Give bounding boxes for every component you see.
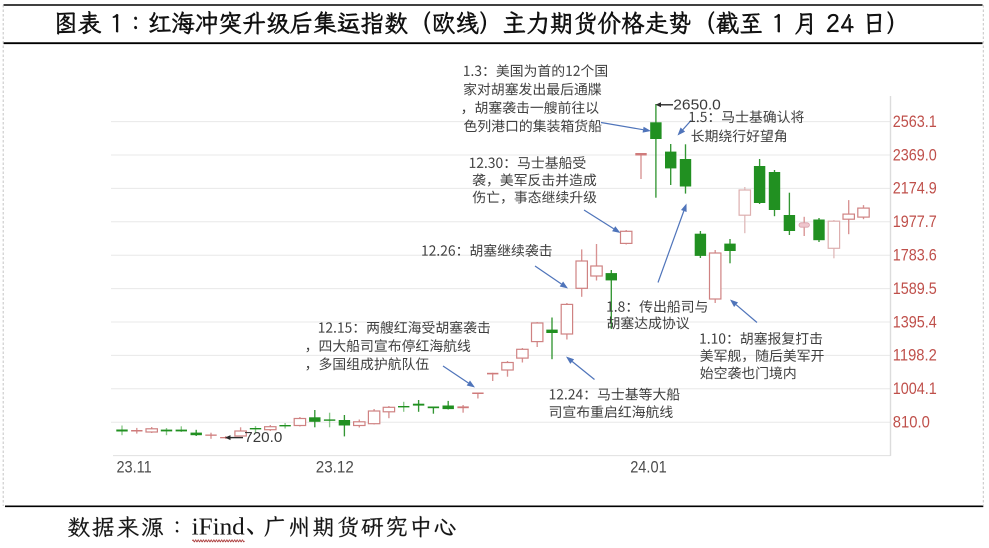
svg-text:1395.4: 1395.4 <box>893 313 937 331</box>
svg-text:810.0: 810.0 <box>893 414 930 432</box>
svg-text:720.0: 720.0 <box>244 430 282 446</box>
svg-text:1977.7: 1977.7 <box>893 213 937 231</box>
svg-text:2650.0: 2650.0 <box>673 97 721 113</box>
svg-text:24.01: 24.01 <box>630 459 667 477</box>
svg-text:1198.2: 1198.2 <box>893 347 937 365</box>
svg-text:2563.1: 2563.1 <box>893 113 937 131</box>
svg-text:1783.6: 1783.6 <box>893 247 937 265</box>
svg-text:iFind: iFind <box>192 514 245 541</box>
svg-text:1004.1: 1004.1 <box>893 380 937 398</box>
svg-text:23.12: 23.12 <box>316 459 354 477</box>
svg-text:2369.0: 2369.0 <box>893 146 937 164</box>
svg-text:2174.9: 2174.9 <box>893 180 937 198</box>
svg-text:23.11: 23.11 <box>117 459 152 477</box>
svg-text:1589.5: 1589.5 <box>893 280 937 298</box>
